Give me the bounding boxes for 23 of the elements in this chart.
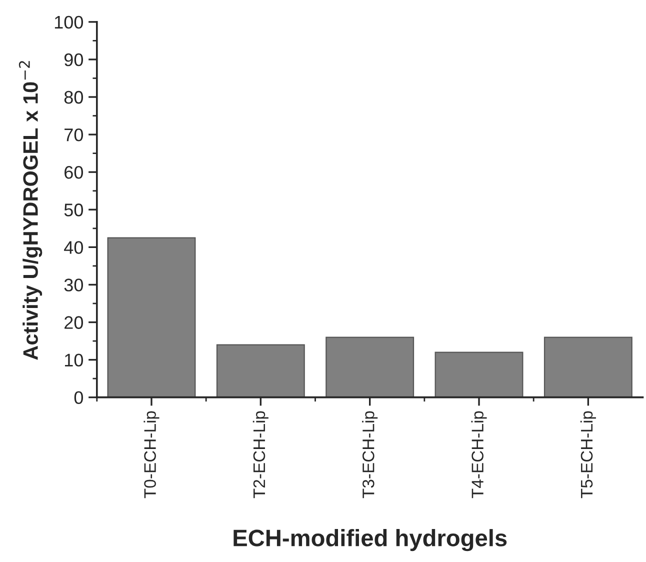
bar — [544, 336, 632, 398]
x-tick-label: T3-ECH-Lip — [362, 411, 378, 498]
x-axis-title: ECH-modified hydrogels — [234, 529, 507, 552]
y-tick-label: 0 — [74, 391, 83, 404]
y-tick-label: 100 — [54, 16, 83, 29]
x-tick-label: T0-ECH-Lip — [144, 411, 160, 498]
y-tick-label: 20 — [64, 316, 83, 329]
y-tick-label: 70 — [64, 128, 83, 142]
y-tick-label: 40 — [64, 241, 83, 254]
x-tick-label: T5-ECH-Lip — [580, 411, 596, 498]
bar — [326, 336, 414, 398]
bar — [434, 352, 524, 398]
y-tick-label: 60 — [64, 166, 83, 179]
x-tick-label: T4-ECH-Lip — [471, 411, 487, 498]
x-tick-label: T2-ECH-Lip — [252, 411, 268, 498]
bar — [107, 237, 196, 398]
y-tick-label: 10 — [65, 354, 83, 367]
y-axis-title: Activity U/gHYDROGEL x 10$^{−2}$ — [18, 61, 42, 360]
y-tick-label: 80 — [64, 90, 83, 104]
y-tick-label: 50 — [64, 204, 83, 216]
y-tick-label: 90 — [64, 53, 83, 66]
y-tick-label: 30 — [64, 278, 83, 292]
bar — [216, 344, 305, 398]
